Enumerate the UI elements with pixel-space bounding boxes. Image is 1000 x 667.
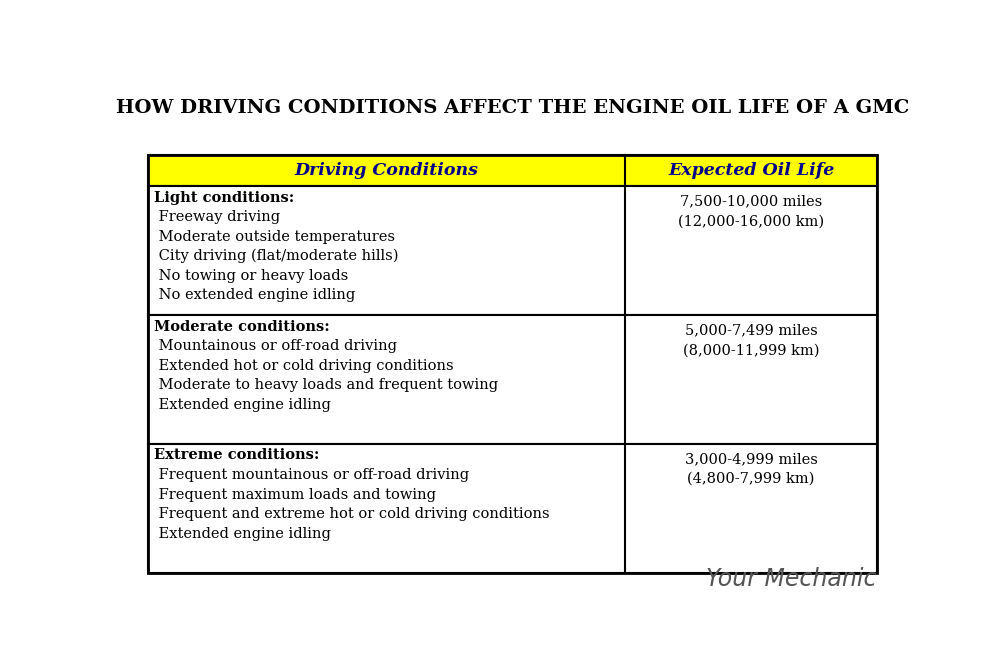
Text: No extended engine idling: No extended engine idling [154,288,356,302]
Text: Extended engine idling: Extended engine idling [154,398,331,412]
Text: Your Mechanic: Your Mechanic [706,567,877,591]
Text: No towing or heavy loads: No towing or heavy loads [154,269,349,283]
Text: Moderate outside temperatures: Moderate outside temperatures [154,229,395,243]
Text: Frequent maximum loads and towing: Frequent maximum loads and towing [154,488,436,502]
Text: 7,500-10,000 miles: 7,500-10,000 miles [680,195,822,209]
Text: Driving Conditions: Driving Conditions [295,162,479,179]
Text: Expected Oil Life: Expected Oil Life [668,162,834,179]
Text: Light conditions:: Light conditions: [154,191,295,205]
Text: Freeway driving: Freeway driving [154,210,281,224]
Text: (12,000-16,000 km): (12,000-16,000 km) [678,214,824,228]
Bar [148,444,877,573]
Text: Moderate to heavy loads and frequent towing: Moderate to heavy loads and frequent tow… [154,378,499,392]
Text: Extreme conditions:: Extreme conditions: [154,448,320,462]
Text: 5,000-7,499 miles: 5,000-7,499 miles [685,323,817,338]
Bar [148,315,877,444]
Text: Frequent mountainous or off-road driving: Frequent mountainous or off-road driving [154,468,470,482]
Text: (8,000-11,999 km): (8,000-11,999 km) [683,344,819,358]
Bar [148,186,877,315]
Text: City driving (flat/moderate hills): City driving (flat/moderate hills) [154,249,399,263]
Text: (4,800-7,999 km): (4,800-7,999 km) [687,472,815,486]
Text: Mountainous or off-road driving: Mountainous or off-road driving [154,339,397,353]
Text: HOW DRIVING CONDITIONS AFFECT THE ENGINE OIL LIFE OF A GMC: HOW DRIVING CONDITIONS AFFECT THE ENGINE… [116,99,909,117]
Bar [148,155,877,573]
Text: Moderate conditions:: Moderate conditions: [154,319,330,334]
Text: Frequent and extreme hot or cold driving conditions: Frequent and extreme hot or cold driving… [154,507,550,521]
Text: 3,000-4,999 miles: 3,000-4,999 miles [685,453,818,467]
Text: Extended engine idling: Extended engine idling [154,526,331,540]
Bar [148,155,877,186]
Text: Extended hot or cold driving conditions: Extended hot or cold driving conditions [154,359,454,373]
